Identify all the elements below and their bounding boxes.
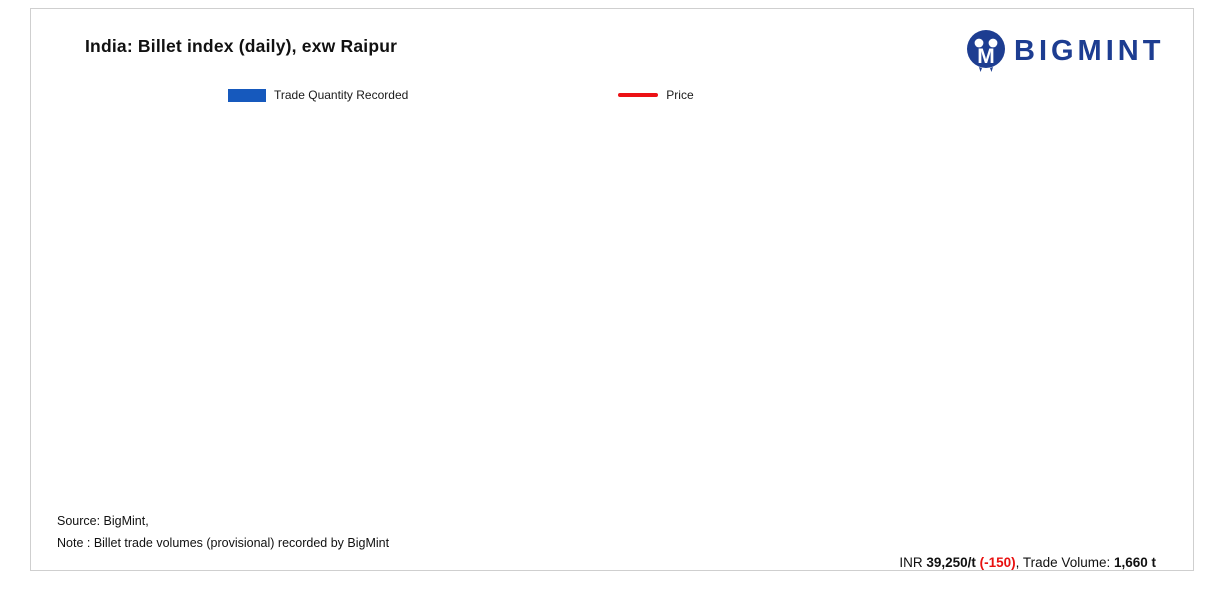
chart-card: [30, 8, 1194, 571]
chart-title: India: Billet index (daily), exw Raipur: [85, 36, 398, 56]
price-change: (-150): [975, 554, 1016, 570]
svg-text:M: M: [977, 45, 995, 68]
note-line: Note : Billet trade volumes (provisional…: [57, 535, 390, 550]
legend-line-label: Price: [666, 88, 694, 102]
source-note: Source: BigMint, Note : Billet trade vol…: [57, 511, 389, 555]
inr-prefix: INR: [899, 554, 927, 570]
legend-bar-swatch: [228, 88, 266, 102]
legend-line-swatch: [618, 93, 659, 97]
volume-value: 1,660 t: [1113, 554, 1156, 570]
brand-logo: M BIGMINT: [966, 30, 1164, 72]
price-stamp: INR 39,250/t (-150), Trade Volume: 1,660…: [899, 511, 1156, 606]
chart-legend: Trade Quantity Recorded Price: [228, 88, 694, 102]
price-value: 39,250/t: [926, 554, 976, 570]
volume-label: , Trade Volume:: [1015, 554, 1114, 570]
bigmint-logo-icon: M: [967, 30, 1005, 72]
source-line: Source: BigMint,: [57, 514, 149, 528]
price-stamp-line1: INR 39,250/t (-150), Trade Volume: 1,660…: [899, 553, 1156, 574]
brand-name: BIGMINT: [1014, 34, 1165, 67]
legend-bar-label: Trade Quantity Recorded: [274, 88, 409, 102]
